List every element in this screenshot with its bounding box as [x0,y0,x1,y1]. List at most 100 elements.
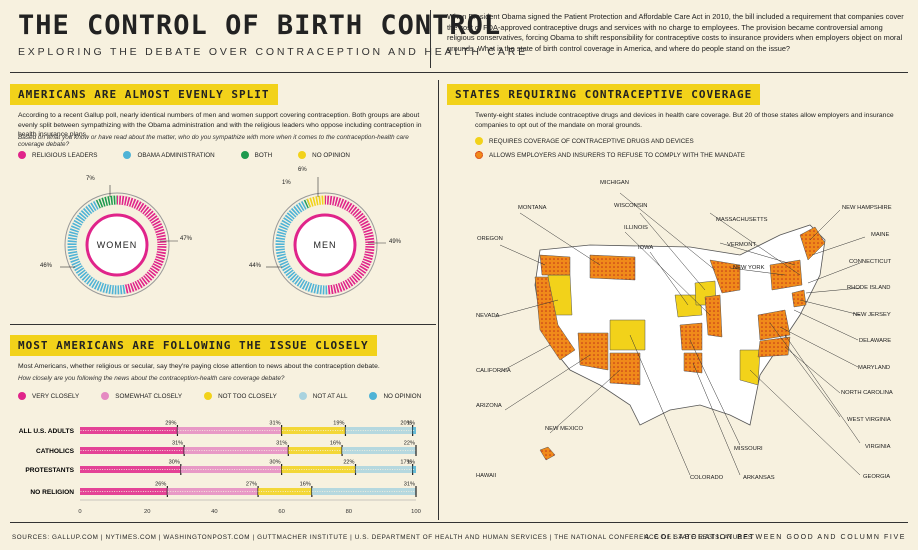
bar-dot [234,468,236,471]
bar-dot [97,490,99,493]
label-georgia: GEORGIA [863,474,891,480]
bar-dot [85,490,87,493]
women-both-pct: 7% [86,176,95,182]
bar-dot [284,468,286,471]
bar-dot [193,468,195,471]
bar-dot [184,490,186,493]
bar-dot [154,490,156,493]
bar-dot [138,429,140,432]
label-delaware: DELAWARE [859,338,892,344]
bar-dot [111,429,113,432]
bar-dot [102,490,104,493]
label-west-virginia: WEST VIRGINIA [847,417,891,423]
bar-dot [171,468,173,471]
bar-dot [334,429,336,432]
bar-dot [133,490,135,493]
bar-dot [266,449,268,452]
bar-dot [390,449,392,452]
bar-dot [261,429,263,432]
hawaii-shape [539,446,556,461]
bar-dot [403,490,405,493]
bar-dot [365,429,367,432]
bar-dot [402,449,404,452]
bar-dot [188,468,190,471]
legend-refuse: ALLOWS EMPLOYERS AND INSURERS TO REFUSE … [475,151,745,159]
bar-dot [229,468,231,471]
bar-dot [185,429,187,432]
bar-dot [313,468,315,471]
label-missouri: MISSOURI [734,446,763,452]
bar-dot [215,449,217,452]
bar-dot [87,429,89,432]
bar-dot [167,490,169,493]
bar-dot [135,429,137,432]
bar-dot [332,468,334,471]
bar-dot [213,449,215,452]
women-religious-pct: 47% [180,236,193,242]
bar-dot [238,468,240,471]
data-label: 27% [246,482,257,488]
bar-dot [97,429,99,432]
bar-dot [82,429,84,432]
bar-dot [370,468,372,471]
label-colorado: COLORADO [690,475,724,481]
bar-dot [118,429,120,432]
bar-dot [142,490,144,493]
bar-dot [274,468,276,471]
bar-dot [275,449,277,452]
label-massachusetts: MASSACHUSETTS [716,217,768,223]
bar-dot [339,429,341,432]
bar-dot [152,468,154,471]
bar-dot [190,468,192,471]
bar-dot [361,449,363,452]
bar-dot [348,490,350,493]
bar-dot [142,449,144,452]
north-carolina-shape [757,336,791,358]
bar-dot [170,490,172,493]
bar-dot [128,449,130,452]
bar-dot [142,468,144,471]
bar-dot [391,468,394,471]
bar-dot [264,429,266,432]
bar-dot [362,429,364,432]
bar-dot [211,429,213,432]
bar-dot [196,490,198,493]
bar-dot [154,449,156,452]
bar-dot [283,449,285,452]
bar-dot [135,468,137,471]
bar-dot [258,490,260,493]
bar-dot [169,429,171,432]
bar-dot [287,490,289,493]
bar-dot [240,429,242,432]
bar-dot [135,490,137,493]
bar-dot [365,490,367,493]
data-label: 31% [276,441,287,447]
bar-dot [405,490,407,493]
label-michigan: MICHIGAN [600,180,629,186]
bar-dot [354,468,356,471]
bar-dot [284,429,286,432]
bar-dot [280,490,282,493]
bar-dot [326,490,328,493]
bar-dot [195,468,197,471]
bar-dot [246,468,248,471]
bar-dot [291,449,293,452]
bar-dot [189,449,191,452]
bar-dot [249,490,251,493]
bar-dot [375,468,377,471]
bar-dot [367,490,369,493]
bar-dot [87,468,89,471]
bar-dot [206,449,208,452]
bar-dot [342,468,344,471]
legend-both: BOTH [240,151,272,159]
bar-dot [126,449,128,452]
bar-dot [394,468,396,471]
bar-dot [260,490,263,493]
bar-dot [256,449,258,452]
bar-dot [324,490,326,493]
bar-dot [380,449,383,452]
bar-dot [315,449,317,452]
bar-dot [330,429,332,432]
bar-dot [354,449,356,452]
bar-segment [167,488,259,495]
